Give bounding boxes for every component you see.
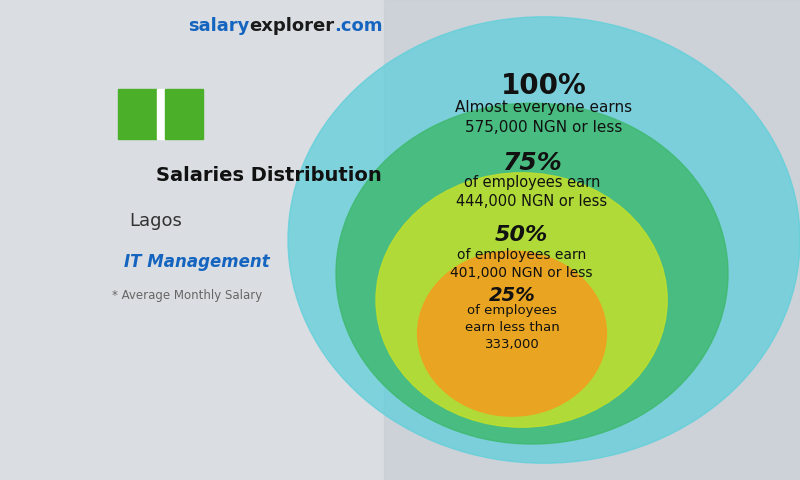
Text: explorer: explorer [250, 17, 334, 35]
Text: of employees earn
401,000 NGN or less: of employees earn 401,000 NGN or less [450, 248, 593, 280]
Ellipse shape [336, 103, 728, 444]
Text: .com: .com [334, 17, 383, 35]
Bar [165, 89, 203, 139]
Text: IT Management: IT Management [124, 252, 270, 271]
Text: 75%: 75% [502, 151, 562, 175]
Text: Almost everyone earns
575,000 NGN or less: Almost everyone earns 575,000 NGN or les… [455, 100, 633, 135]
Bar [0, 0, 384, 480]
Text: salary: salary [188, 17, 250, 35]
Ellipse shape [376, 173, 667, 427]
Text: of employees earn
444,000 NGN or less: of employees earn 444,000 NGN or less [457, 175, 607, 209]
Bar [157, 89, 165, 139]
Text: * Average Monthly Salary: * Average Monthly Salary [112, 288, 262, 302]
Bar [384, 0, 800, 480]
Text: Lagos: Lagos [130, 212, 182, 230]
Bar [118, 89, 157, 139]
Text: 50%: 50% [495, 225, 548, 245]
Text: 100%: 100% [501, 72, 587, 100]
Text: Salaries Distribution: Salaries Distribution [156, 166, 382, 185]
Text: of employees
earn less than
333,000: of employees earn less than 333,000 [465, 304, 559, 351]
Ellipse shape [418, 251, 606, 416]
Ellipse shape [288, 17, 800, 463]
Text: 25%: 25% [489, 286, 535, 305]
